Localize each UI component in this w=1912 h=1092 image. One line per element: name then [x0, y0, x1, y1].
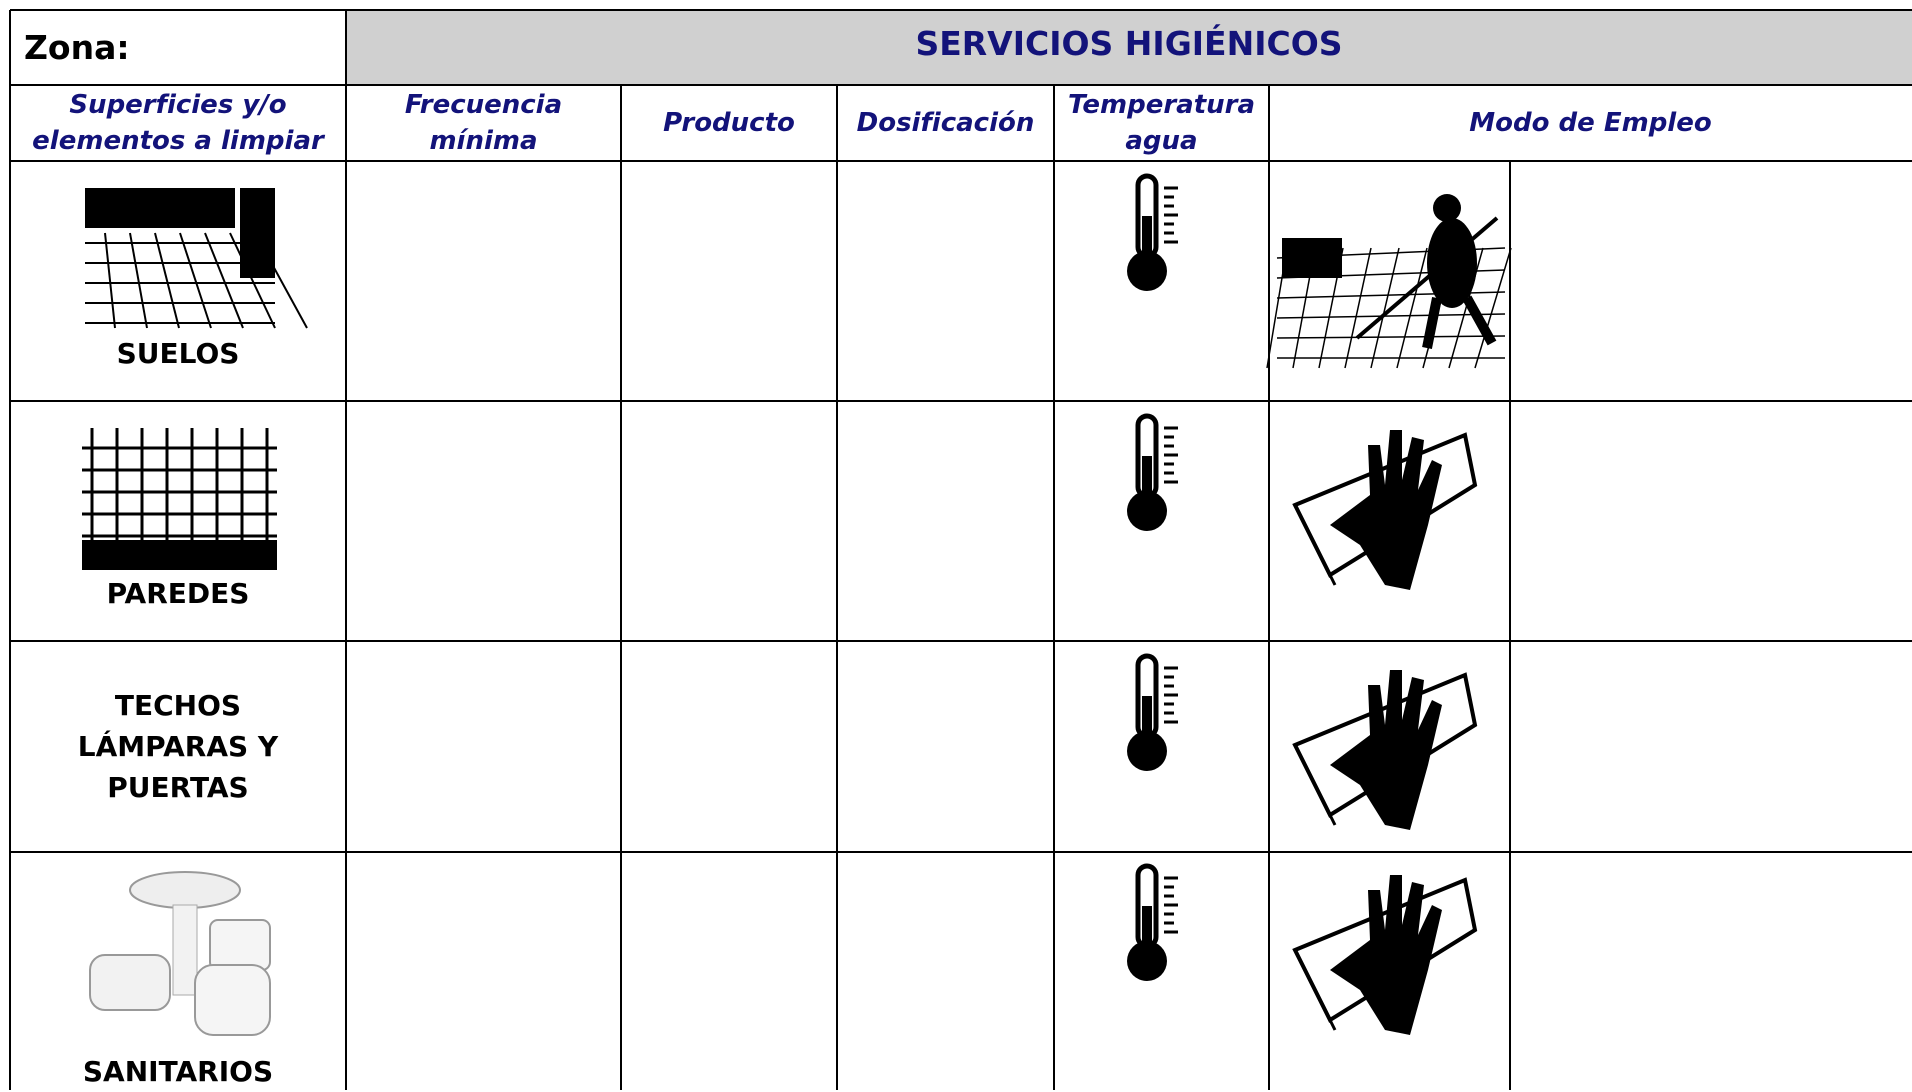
handle — [1355, 216, 1499, 340]
bulb — [1127, 251, 1167, 291]
column-header: Superficies y/o elementos a limpiar — [32, 90, 324, 156]
hand — [1330, 670, 1442, 830]
tile-v — [129, 232, 148, 329]
mercury — [1142, 906, 1152, 951]
row-label: SUELOS — [116, 337, 240, 370]
wipe-hand-icon — [1292, 875, 1478, 1035]
bulb — [1127, 731, 1167, 771]
cloth-fold — [1303, 764, 1337, 826]
bidet — [89, 954, 171, 1011]
row-label: TECHOS LÁMPARAS Y PUERTAS — [77, 689, 279, 804]
wipe-hand-icon — [1292, 430, 1478, 590]
basin — [129, 871, 241, 909]
floor — [82, 540, 277, 570]
body — [1427, 218, 1477, 308]
column-header: Temperatura agua — [1067, 90, 1256, 156]
legs — [1422, 295, 1497, 349]
toilet — [194, 964, 271, 1036]
tile-v — [154, 232, 180, 329]
tile-v — [1370, 247, 1400, 369]
tile-v — [1474, 247, 1512, 369]
hand — [1330, 875, 1442, 1035]
cloth-fold — [1303, 524, 1337, 586]
tile-v — [1396, 247, 1428, 369]
table-title: SERVICIOS HIGIÉNICOS — [915, 24, 1343, 63]
mercury — [1142, 216, 1152, 261]
bucket — [1282, 238, 1342, 278]
column-header: Frecuencia mínima — [404, 90, 563, 156]
tile-v — [1344, 247, 1372, 369]
mercury — [1142, 456, 1152, 501]
tile-h — [1276, 335, 1506, 339]
tile-v — [229, 232, 276, 329]
head — [1433, 194, 1461, 222]
tank — [209, 919, 271, 971]
thermometer-icon — [1127, 863, 1178, 981]
bulb — [1127, 941, 1167, 981]
bulb — [1127, 491, 1167, 531]
thermometer-icon — [1127, 653, 1178, 771]
column-header: Producto — [663, 108, 795, 138]
column-header: Modo de Empleo — [1469, 108, 1712, 138]
title-cell-bg — [346, 10, 1912, 85]
hand — [1330, 430, 1442, 590]
mopping-icon — [1266, 194, 1512, 369]
floor-tiles-icon — [85, 188, 308, 329]
cloth-fold — [1303, 969, 1337, 1031]
pedestal — [172, 904, 198, 996]
tile-v — [204, 232, 244, 329]
wall — [85, 188, 235, 228]
thermometer-icon — [1127, 413, 1178, 531]
tile-v — [179, 232, 212, 329]
sanitary-icon — [89, 871, 271, 1036]
mercury — [1142, 696, 1152, 741]
wall-tiles-icon — [82, 428, 277, 570]
tile-v — [104, 232, 116, 329]
tile-h — [1276, 313, 1506, 319]
row-label: PAREDES — [106, 577, 250, 610]
tile-v — [254, 232, 308, 329]
row-label: SANITARIOS — [82, 1054, 274, 1088]
tile-v — [1448, 247, 1484, 369]
column-header: Dosificación — [856, 108, 1035, 138]
zona-label: Zona: — [24, 28, 130, 67]
wipe-hand-icon — [1292, 670, 1478, 830]
thermometer-icon — [1127, 173, 1178, 291]
